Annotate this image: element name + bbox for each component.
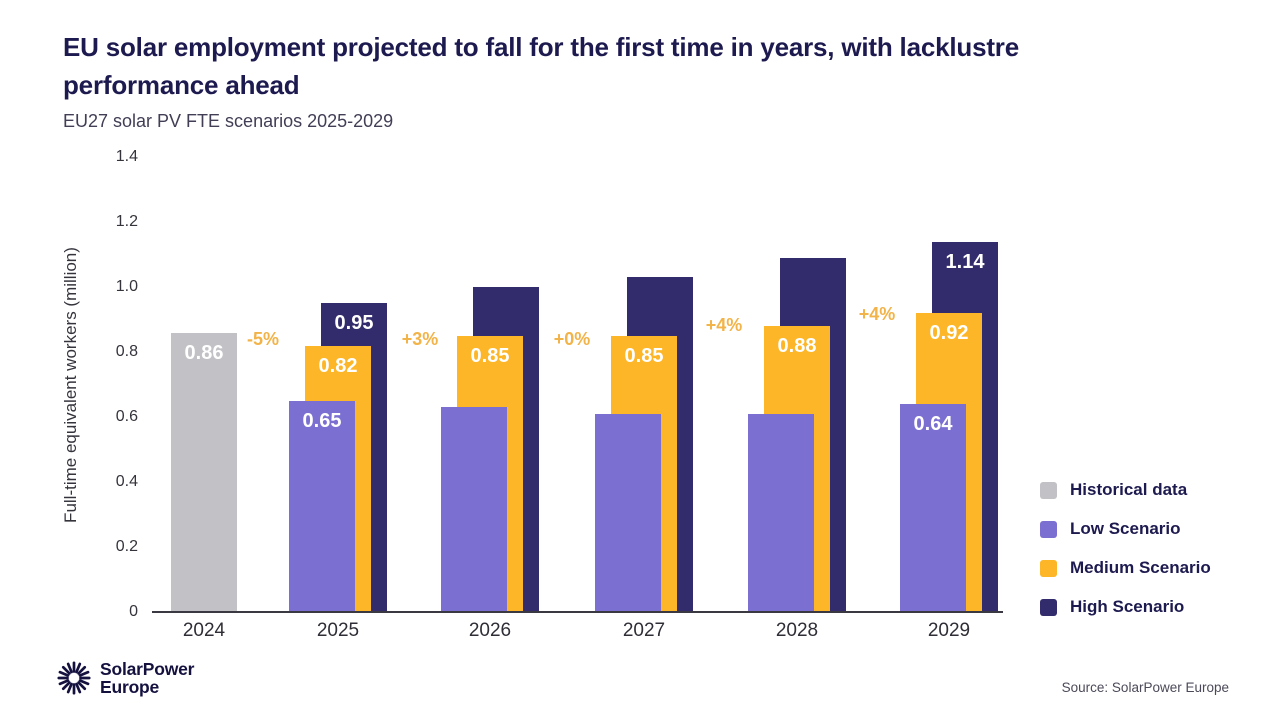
legend-swatch-icon — [1040, 481, 1057, 499]
y-tick-label: 0.2 — [115, 538, 138, 555]
x-tick-label: 2026 — [468, 620, 512, 641]
y-tick-label: 1.2 — [115, 213, 138, 230]
bar-value-label: 0.64 — [913, 413, 953, 435]
bar-historical-2024 — [171, 333, 237, 611]
legend-label: Historical data — [1070, 480, 1188, 499]
legend-item: Historical data — [1040, 479, 1211, 501]
pct-change-label: +3% — [401, 329, 439, 349]
bar-value-label: 0.88 — [777, 335, 817, 357]
page-title: EU solar employment projected to fall fo… — [63, 28, 1183, 104]
x-tick-label: 2029 — [927, 620, 971, 641]
y-tick-label: 0.8 — [115, 343, 138, 360]
y-axis-title: Full-time equivalent workers (million) — [61, 247, 80, 523]
legend-item: Low Scenario — [1040, 518, 1211, 540]
bar-low-2028 — [748, 414, 814, 611]
pct-change-label: +0% — [553, 329, 591, 349]
legend-label: Low Scenario — [1070, 519, 1181, 538]
y-tick-label: 0 — [129, 603, 138, 620]
pct-change-label: +4% — [705, 315, 743, 335]
pct-change-label: -5% — [246, 329, 279, 349]
source-credit: Source: SolarPower Europe — [1061, 680, 1229, 695]
legend-label: High Scenario — [1070, 597, 1185, 616]
x-tick-label: 2027 — [622, 620, 666, 641]
brand-logo: SolarPower Europe — [56, 660, 194, 696]
x-tick-label: 2028 — [775, 620, 819, 641]
brand-logo-line1: SolarPower — [100, 659, 195, 679]
bar-low-2029 — [900, 404, 966, 611]
legend-swatch-icon — [1040, 598, 1057, 616]
sunburst-logo-icon — [57, 661, 91, 695]
chart-subtitle: EU27 solar PV FTE scenarios 2025-2029 — [63, 111, 394, 131]
bar-value-label: 0.85 — [624, 345, 664, 367]
legend-label: Medium Scenario — [1070, 558, 1211, 577]
x-tick-label: 2025 — [316, 620, 360, 641]
bar-low-2026 — [441, 407, 507, 611]
bar-value-label: 0.82 — [318, 355, 358, 377]
bar-low-2027 — [595, 414, 661, 611]
page-title-line2: performance ahead — [63, 70, 300, 100]
bar-value-label: 0.92 — [929, 322, 969, 344]
brand-logo-line2: Europe — [100, 677, 160, 697]
bar-value-label: 0.95 — [334, 312, 374, 334]
bar-value-label: 0.65 — [302, 410, 342, 432]
x-tick-label: 2024 — [182, 620, 226, 641]
page-title-line1: EU solar employment projected to fall fo… — [63, 32, 1019, 62]
bar-value-label: 0.85 — [470, 345, 510, 367]
bar-value-label: 0.86 — [184, 342, 224, 364]
y-tick-label: 0.4 — [115, 473, 138, 490]
legend-swatch-icon — [1040, 520, 1057, 538]
y-tick-label: 1.4 — [115, 148, 138, 165]
legend-item: High Scenario — [1040, 596, 1211, 618]
bar-value-label: 1.14 — [945, 251, 985, 273]
pct-change-label: +4% — [858, 304, 896, 324]
brand-logo-text: SolarPower Europe — [100, 660, 194, 696]
x-axis-line — [152, 611, 1003, 613]
bar-low-2025 — [289, 401, 355, 611]
legend: Historical data Low Scenario Medium Scenar… — [1040, 479, 1211, 618]
y-tick-label: 0.6 — [115, 408, 138, 425]
legend-item: Medium Scenario — [1040, 557, 1211, 579]
legend-swatch-icon — [1040, 559, 1057, 577]
y-tick-label: 1.0 — [115, 278, 138, 295]
